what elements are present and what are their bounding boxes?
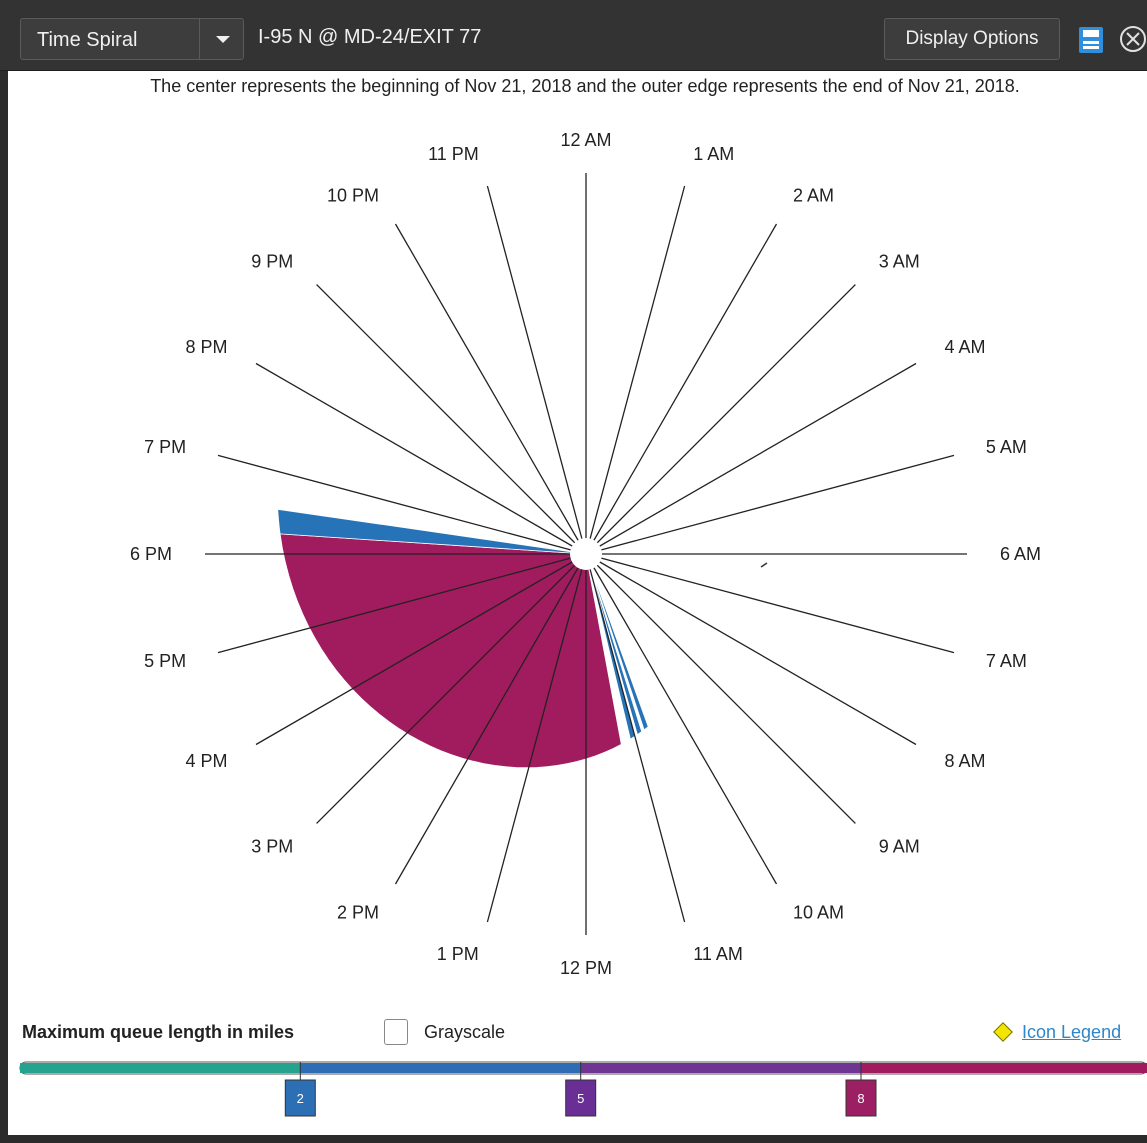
save-icon[interactable] xyxy=(1078,26,1104,54)
hour-labels: 12 AM 1 AM 2 AM 3 AM 4 AM 5 AM 6 AM 7 AM 8 AM 9 A… xyxy=(130,130,1041,978)
hour-spoke xyxy=(316,553,587,824)
hour-label: 1 AM xyxy=(693,144,734,164)
hour-spoke xyxy=(585,553,856,824)
hour-spoke xyxy=(394,223,587,555)
scale-marker-value: 5 xyxy=(577,1091,584,1106)
hour-label: 7 AM xyxy=(986,651,1027,671)
hour-spoke xyxy=(486,185,587,555)
hour-label: 8 AM xyxy=(945,751,986,771)
hour-label: 5 AM xyxy=(986,437,1027,457)
scale-marker[interactable] xyxy=(845,1079,877,1117)
hour-spoke xyxy=(585,553,686,923)
hour-label: 1 PM xyxy=(437,944,479,964)
view-type-selected: Time Spiral xyxy=(37,29,138,51)
scale-segment xyxy=(580,1063,861,1073)
grayscale-checkbox[interactable] xyxy=(384,1019,408,1045)
grayscale-label: Grayscale xyxy=(424,1022,506,1042)
hour-label: 3 AM xyxy=(879,251,920,271)
hour-label: 10 PM xyxy=(327,186,379,206)
hour-spoke xyxy=(316,284,587,555)
hour-label: 9 PM xyxy=(251,251,293,271)
hour-label: 10 AM xyxy=(793,903,844,923)
hour-spoke xyxy=(217,454,587,555)
hour-label: 5 PM xyxy=(144,651,186,671)
hour-spoke xyxy=(585,362,917,555)
hour-spoke xyxy=(255,553,587,746)
hour-spoke xyxy=(394,553,587,885)
scale-marker-value: 8 xyxy=(857,1091,864,1106)
view-type-dropdown[interactable]: Time Spiral xyxy=(20,18,244,60)
spiral-caption: The center represents the beginning of N… xyxy=(150,76,1020,96)
hour-spoke xyxy=(486,553,587,923)
hour-label: 4 AM xyxy=(945,337,986,357)
scale-marker-value: 2 xyxy=(297,1091,304,1106)
dropdown-divider xyxy=(199,19,200,59)
hour-label: 9 AM xyxy=(879,837,920,857)
queue-event-wedge[interactable] xyxy=(277,508,587,555)
time-spiral-chart: 12 AM 1 AM 2 AM 3 AM 4 AM 5 AM 6 AM 7 AM 8 AM 9 A… xyxy=(130,130,1041,978)
hour-label: 12 AM xyxy=(560,130,611,150)
hour-label: 6 AM xyxy=(1000,544,1041,564)
hour-spoke xyxy=(585,284,856,555)
hour-spoke xyxy=(585,553,778,885)
queue-event-wedge[interactable] xyxy=(279,533,622,769)
hour-label: 12 PM xyxy=(560,958,612,978)
hour-label: 3 PM xyxy=(251,837,293,857)
hour-spoke xyxy=(255,362,587,555)
spiral-center xyxy=(570,538,602,570)
hour-spoke xyxy=(585,553,917,746)
scale-segments xyxy=(19,1061,1147,1075)
hour-label: 11 PM xyxy=(428,144,479,164)
stray-mark xyxy=(760,562,768,568)
display-options-button[interactable]: Display Options xyxy=(884,18,1060,60)
hour-spoke xyxy=(585,553,955,654)
hour-label: 11 AM xyxy=(693,944,743,964)
queue-events xyxy=(277,508,649,769)
hour-label: 8 PM xyxy=(185,337,227,357)
hour-label: 6 PM xyxy=(130,544,172,564)
icon-legend-link[interactable]: Icon Legend xyxy=(1022,1022,1122,1042)
toolbar: Time Spiral I-95 N @ MD-24/EXIT 77 Displ… xyxy=(0,0,1147,71)
close-icon[interactable] xyxy=(1118,24,1147,54)
queue-event-wedge[interactable] xyxy=(585,553,643,736)
hour-spoke xyxy=(585,223,778,555)
scale-segment xyxy=(861,1063,1147,1073)
queue-length-scale: 2 5 8 xyxy=(19,1061,1147,1117)
queue-event-wedge[interactable] xyxy=(585,553,649,731)
scale-segment xyxy=(300,1063,581,1073)
hour-label: 2 AM xyxy=(793,186,834,206)
scale-marker[interactable] xyxy=(565,1079,597,1117)
hour-label: 4 PM xyxy=(185,751,227,771)
hour-label: 2 PM xyxy=(337,903,379,923)
scale-segment xyxy=(20,1063,301,1073)
location-title: I-95 N @ MD-24/EXIT 77 xyxy=(258,26,482,48)
hour-spoke xyxy=(585,454,955,555)
hour-spokes xyxy=(205,173,967,935)
scale-markers: 2 5 8 xyxy=(284,1062,877,1117)
chevron-down-icon[interactable] xyxy=(211,29,235,49)
hour-spoke xyxy=(217,553,587,654)
scale-marker[interactable] xyxy=(284,1079,316,1117)
legend-title: Maximum queue length in miles xyxy=(22,1022,295,1042)
hour-label: 7 PM xyxy=(144,437,186,457)
hour-spoke xyxy=(585,185,686,555)
